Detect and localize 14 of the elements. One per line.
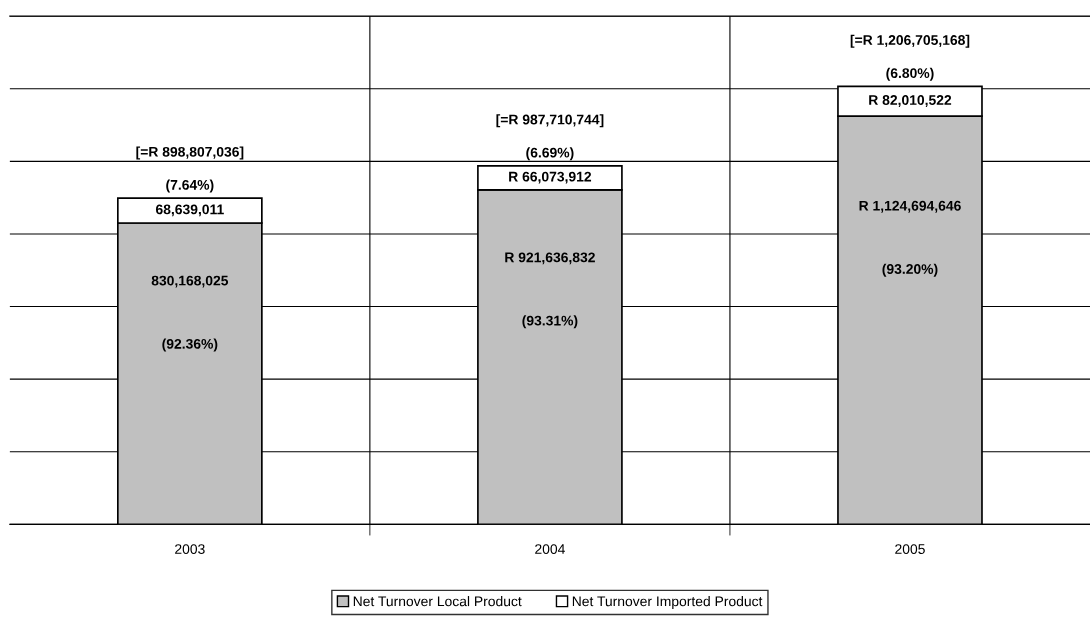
data-label: 68,639,011 [155,204,224,217]
text: R 1,124,694,646 (93.20%) [859,200,961,277]
text: 830,168,025 (92.36%) [151,275,229,352]
text: R 921,636,832 (93.31%) [505,252,595,329]
text: [=R 1,206,705,168] (6.80%) [850,34,970,81]
legend-label: Net Turnover Local Product [353,596,522,607]
legend-label: Net Turnover Imported Product [572,596,763,609]
text: [=R 987,710,744] (6.69%) [496,114,604,161]
x-tick-label: 2004 [535,544,565,554]
data-label: R 66,073,912 [509,171,592,184]
x-tick-label: 2005 [895,544,925,554]
text: [=R 898,807,036] (7.64%) [136,146,244,193]
x-tick-label: 2003 [175,544,205,554]
data-label: R 82,010,522 [869,95,952,107]
